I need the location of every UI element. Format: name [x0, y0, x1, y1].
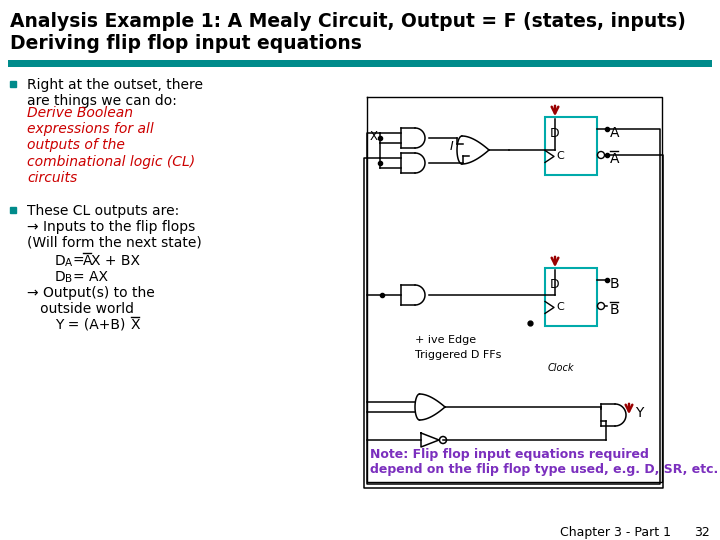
Text: Analysis Example 1: A Mealy Circuit, Output = F (states, inputs): Analysis Example 1: A Mealy Circuit, Out… — [10, 12, 686, 31]
Text: Triggered D FFs: Triggered D FFs — [415, 350, 501, 360]
Text: Chapter 3 - Part 1: Chapter 3 - Part 1 — [560, 526, 671, 539]
Text: Note: Flip flop input equations required
depend on the flip flop type used, e.g.: Note: Flip flop input equations required… — [370, 448, 719, 476]
Text: I: I — [450, 140, 454, 153]
Text: These CL outputs are:: These CL outputs are: — [27, 204, 179, 218]
Text: A: A — [83, 254, 92, 268]
Text: =: = — [73, 254, 85, 268]
Text: A: A — [65, 258, 72, 268]
Text: D: D — [55, 270, 66, 284]
Bar — [8, 60, 712, 67]
Text: Y = (A+B): Y = (A+B) — [55, 318, 130, 332]
Text: B: B — [610, 277, 620, 291]
Text: Right at the outset, there
are things we can do:: Right at the outset, there are things we… — [27, 78, 203, 108]
Text: D: D — [550, 278, 559, 291]
Text: Y: Y — [635, 406, 644, 420]
Text: C: C — [556, 302, 564, 313]
Text: D: D — [55, 254, 66, 268]
Text: → Inputs to the flip flops: → Inputs to the flip flops — [27, 220, 195, 234]
Text: X + BX: X + BX — [91, 254, 140, 268]
Text: Derive Boolean
expressions for all
outputs of the
combinational logic (CL)
circu: Derive Boolean expressions for all outpu… — [27, 106, 195, 185]
Text: D: D — [550, 127, 559, 140]
Text: A: A — [610, 152, 619, 166]
Text: A: A — [610, 126, 619, 140]
Text: X: X — [370, 130, 378, 143]
Text: Clock: Clock — [548, 363, 575, 373]
Text: 32: 32 — [694, 526, 710, 539]
Text: (Will form the next state): (Will form the next state) — [27, 236, 202, 250]
Text: B: B — [610, 303, 620, 317]
Text: = AX: = AX — [73, 270, 108, 284]
Text: X: X — [131, 318, 140, 332]
Text: → Output(s) to the
   outside world: → Output(s) to the outside world — [27, 286, 155, 316]
Bar — [545, 268, 597, 326]
Text: C: C — [556, 151, 564, 161]
Text: B: B — [65, 274, 72, 284]
Text: + ive Edge: + ive Edge — [415, 335, 476, 345]
Text: Deriving flip flop input equations: Deriving flip flop input equations — [10, 34, 362, 53]
Bar — [545, 117, 597, 175]
